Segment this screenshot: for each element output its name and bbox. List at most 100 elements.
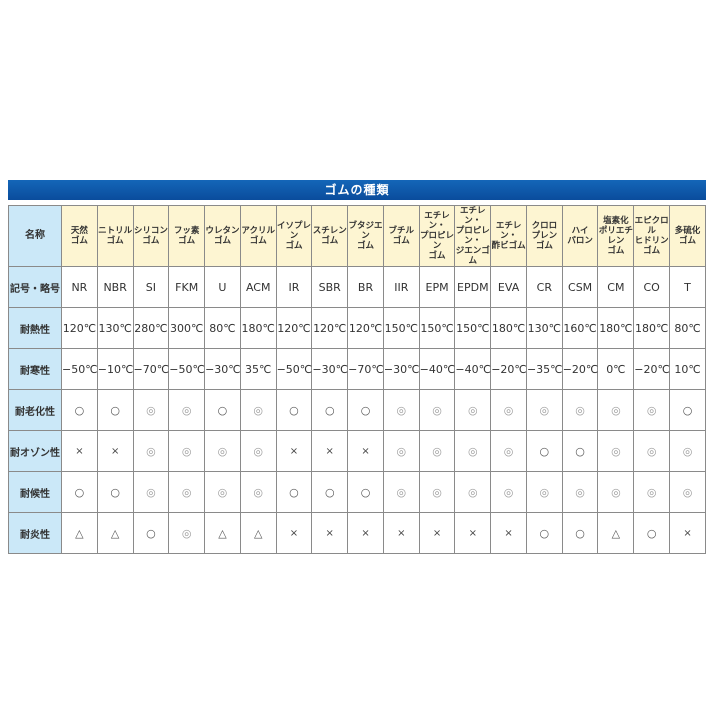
cell-cold: −50℃: [61, 348, 98, 390]
cell-symbol: FKM: [168, 266, 206, 308]
column-header: エチレン・ プロピレン ゴム: [418, 205, 456, 267]
cell-cold: −50℃: [275, 348, 313, 390]
column-header: スチレン ゴム: [311, 205, 349, 267]
cell-heat: 180℃: [239, 307, 277, 349]
row-heat: 耐熱性 120℃ 130℃ 280℃ 300℃ 80℃ 180℃ 120℃ 120℃ 120℃ 15…: [8, 307, 706, 349]
cell-flame: ×: [275, 512, 313, 554]
column-header: ニトリル ゴム: [96, 205, 134, 267]
cell-flame: ×: [454, 512, 492, 554]
cell-symbol: IIR: [382, 266, 420, 308]
cell-ozone: ×: [96, 430, 134, 472]
cell-aging: ◎: [490, 389, 527, 431]
cell-symbol: CM: [597, 266, 635, 308]
cell-weather: ◎: [132, 471, 170, 513]
cell-cold: −30℃: [204, 348, 241, 390]
cell-ozone: ◎: [382, 430, 420, 472]
cell-heat: 280℃: [132, 307, 170, 349]
cell-weather: ◎: [597, 471, 635, 513]
row-cold: 耐寒性 −50℃ −10℃ −70℃ −50℃ −30℃ 35℃ −50℃ −30℃ −70℃ −3…: [8, 348, 706, 390]
cell-weather: ○: [311, 471, 349, 513]
cell-symbol: SI: [132, 266, 170, 308]
cell-symbol: EVA: [490, 266, 527, 308]
cell-weather: ◎: [490, 471, 527, 513]
cell-cold: 0℃: [597, 348, 635, 390]
cell-weather: ◎: [669, 471, 706, 513]
cell-cold: −40℃: [454, 348, 492, 390]
cell-ozone: ◎: [669, 430, 706, 472]
row-header-aging: 耐老化性: [8, 389, 62, 431]
cell-symbol: EPDM: [454, 266, 492, 308]
cell-aging: ○: [669, 389, 706, 431]
row-ozone: 耐オゾン性 × × ◎ ◎ ◎ ◎ × × × ◎ ◎ ◎ ◎ ○ ○ ◎ ◎ ◎: [8, 430, 706, 472]
cell-cold: −35℃: [525, 348, 563, 390]
cell-ozone: ○: [561, 430, 599, 472]
cell-flame: ×: [490, 512, 527, 554]
cell-heat: 180℃: [490, 307, 527, 349]
cell-ozone: ×: [347, 430, 384, 472]
cell-weather: ◎: [525, 471, 563, 513]
cell-ozone: ◎: [633, 430, 671, 472]
cell-heat: 160℃: [561, 307, 599, 349]
cell-heat: 150℃: [418, 307, 456, 349]
cell-cold: −30℃: [311, 348, 349, 390]
row-header-weather: 耐候性: [8, 471, 62, 513]
cell-aging: ○: [347, 389, 384, 431]
cell-aging: ◎: [454, 389, 492, 431]
cell-weather: ◎: [204, 471, 241, 513]
cell-flame: △: [204, 512, 241, 554]
cell-ozone: ×: [61, 430, 98, 472]
cell-weather: ○: [347, 471, 384, 513]
cell-weather: ◎: [239, 471, 277, 513]
column-header: 塩素化 ポリエチレン ゴム: [597, 205, 635, 267]
row-flame: 耐炎性 △ △ ○ ◎ △ △ × × × × × × × ○ ○ △ ○ ×: [8, 512, 706, 554]
cell-aging: ◎: [525, 389, 563, 431]
cell-aging: ◎: [382, 389, 420, 431]
table-title: ゴムの種類: [8, 180, 706, 200]
row-header-name: 名称: [8, 205, 62, 267]
cell-cold: −70℃: [347, 348, 384, 390]
cell-symbol: U: [204, 266, 241, 308]
cell-cold: −10℃: [96, 348, 134, 390]
cell-heat: 300℃: [168, 307, 206, 349]
cell-flame: △: [597, 512, 635, 554]
cell-ozone: ◎: [168, 430, 206, 472]
cell-weather: ◎: [382, 471, 420, 513]
row-header-ozone: 耐オゾン性: [8, 430, 62, 472]
column-header: ハイ パロン: [561, 205, 599, 267]
cell-cold: −30℃: [382, 348, 420, 390]
cell-aging: ◎: [633, 389, 671, 431]
cell-weather: ○: [96, 471, 134, 513]
row-weather: 耐候性 ○ ○ ◎ ◎ ◎ ◎ ○ ○ ○ ◎ ◎ ◎ ◎ ◎ ◎ ◎ ◎ ◎: [8, 471, 706, 513]
cell-aging: ◎: [168, 389, 206, 431]
cell-symbol: CO: [633, 266, 671, 308]
column-header: ブタジエン ゴム: [347, 205, 384, 267]
cell-heat: 180℃: [633, 307, 671, 349]
cell-symbol: SBR: [311, 266, 349, 308]
cell-flame: ×: [311, 512, 349, 554]
cell-heat: 120℃: [347, 307, 384, 349]
column-header: イソプレン ゴム: [275, 205, 313, 267]
cell-aging: ○: [61, 389, 98, 431]
cell-ozone: ◎: [239, 430, 277, 472]
cell-symbol: T: [669, 266, 706, 308]
row-header-heat: 耐熱性: [8, 307, 62, 349]
column-header: ウレタン ゴム: [204, 205, 241, 267]
cell-flame: ◎: [168, 512, 206, 554]
cell-heat: 130℃: [96, 307, 134, 349]
cell-heat: 130℃: [525, 307, 563, 349]
cell-heat: 120℃: [311, 307, 349, 349]
cell-flame: ○: [561, 512, 599, 554]
cell-symbol: BR: [347, 266, 384, 308]
cell-ozone: ×: [311, 430, 349, 472]
column-header: アクリル ゴム: [239, 205, 277, 267]
row-header-flame: 耐炎性: [8, 512, 62, 554]
cell-weather: ◎: [454, 471, 492, 513]
cell-ozone: ◎: [204, 430, 241, 472]
cell-cold: −20℃: [561, 348, 599, 390]
cell-flame: ×: [418, 512, 456, 554]
cell-aging: ○: [204, 389, 241, 431]
cell-ozone: ◎: [490, 430, 527, 472]
column-header: ブチル ゴム: [382, 205, 420, 267]
cell-symbol: IR: [275, 266, 313, 308]
cell-heat: 150℃: [454, 307, 492, 349]
